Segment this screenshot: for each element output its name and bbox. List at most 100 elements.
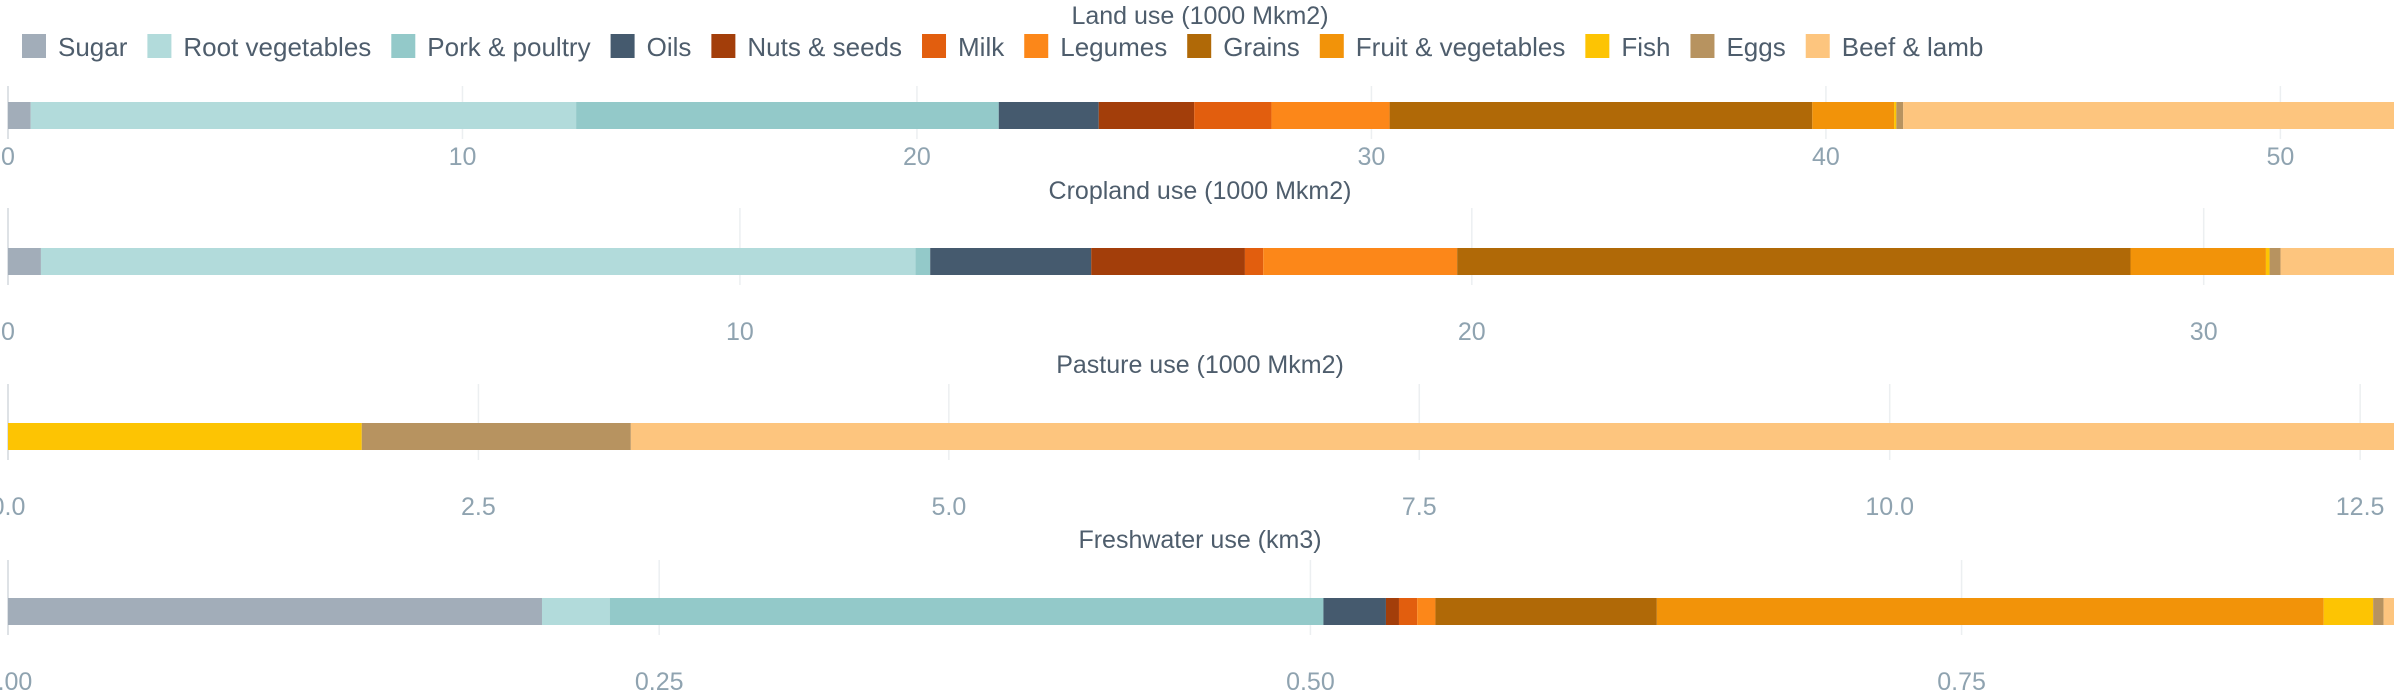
bar-segment-nuts-and-seeds[interactable]: Nuts & seeds: 2.1 — [1091, 248, 1245, 275]
bar-segment-pork-and-poultry[interactable]: Pork & poultry: 9.3 — [576, 102, 999, 129]
legend-swatch — [1187, 34, 1212, 58]
legend-swatch — [610, 34, 635, 58]
legend-swatch — [147, 34, 172, 58]
bar-segment-grains[interactable]: Grains: 9.2 — [1457, 248, 2131, 275]
bar-segment-root-vegetables[interactable]: Root vegetables: 0.026 — [541, 598, 610, 625]
panel-freshwater-use-km3: Freshwater use (km3) Sugar: 0.205Root veg… — [0, 526, 2394, 696]
legend-label: Milk — [958, 32, 1005, 62]
legend-label: Eggs — [1726, 32, 1785, 62]
bar-segment-grains[interactable]: Grains: 9.3 — [1389, 102, 1813, 129]
x-tick-label: 10 — [726, 318, 754, 346]
x-tick-label: 0.50 — [1286, 668, 1335, 696]
legend-swatch — [1805, 34, 1830, 58]
bar-segment-fruit-and-vegetables[interactable]: Fruit & vegetables: 0.256 — [1656, 598, 2324, 625]
legend-label: Pork & poultry — [427, 32, 590, 62]
bar-segment-sugar[interactable]: Sugar: 0.45 — [8, 248, 41, 275]
legend-item-root-vegetables[interactable]: Root vegetables — [147, 32, 371, 62]
bar-segment-eggs[interactable]: Eggs: 0.15 — [2269, 248, 2281, 275]
bar-segment-eggs[interactable]: Eggs: 0.004 — [2373, 598, 2384, 625]
bar-segment-fruit-and-vegetables[interactable]: Fruit & vegetables: 1.85 — [2130, 248, 2266, 275]
legend-item-pork-and-poultry[interactable]: Pork & poultry — [391, 32, 591, 62]
chart-title: Land use (1000 Mkm2) — [1071, 2, 1328, 30]
x-tick-label: 40 — [1812, 143, 1840, 171]
bar-segment-fish[interactable]: Fish: 0.019 — [2323, 598, 2374, 625]
bar-segment-beef-and-lamb[interactable]: Beef & lamb: 0.004 — [2383, 598, 2394, 625]
legend-swatch — [1024, 34, 1049, 58]
legend-item-sugar[interactable]: Sugar — [22, 32, 128, 62]
legend-item-fruit-and-vegetables[interactable]: Fruit & vegetables — [1319, 32, 1566, 62]
legend: Sugar Root vegetables Pork & poultry Oils Nu… — [22, 32, 1983, 62]
panel-cropland-use-1000-mkm2: Cropland use (1000 Mkm2) Sugar: 0.45Root … — [1, 177, 2394, 346]
legend-item-beef-and-lamb[interactable]: Beef & lamb — [1805, 32, 1984, 62]
legend-item-milk[interactable]: Milk — [922, 32, 1005, 62]
panel-pasture-use-1000-mkm2: Pasture use (1000 Mkm2) Fish: 1.88Eggs: 1… — [0, 351, 2394, 521]
x-tick-label: 0.0 — [0, 493, 25, 521]
legend-label: Beef & lamb — [1842, 32, 1984, 62]
bar-segment-milk[interactable]: Milk: 0.25 — [1244, 248, 1264, 275]
bar-segment-beef-and-lamb[interactable]: Beef & lamb: 1.6 — [2280, 248, 2394, 275]
legend-item-fish[interactable]: Fish — [1585, 32, 1670, 62]
legend-swatch — [1585, 34, 1610, 58]
bar-segment-oils[interactable]: Oils: 2.2 — [998, 102, 1099, 129]
bar-segment-fruit-and-vegetables[interactable]: Fruit & vegetables: 1.8 — [1812, 102, 1895, 129]
x-tick-label: 20 — [903, 143, 931, 171]
x-tick-label: 2.5 — [461, 493, 496, 521]
chart-title: Freshwater use (km3) — [1078, 526, 1321, 554]
legend-swatch — [391, 34, 416, 58]
x-tick-label: 0 — [1, 318, 15, 346]
x-tick-label: 0 — [1, 143, 15, 171]
legend-label: Fish — [1621, 32, 1670, 62]
bar-segment-beef-and-lamb[interactable]: Beef & lamb: 9.37 — [630, 423, 2394, 450]
legend-item-eggs[interactable]: Eggs — [1690, 32, 1786, 62]
bar-segment-grains[interactable]: Grains: 0.085 — [1435, 598, 1657, 625]
legend-label: Fruit & vegetables — [1356, 32, 1566, 62]
bar-segment-oils[interactable]: Oils: 2.2 — [930, 248, 1092, 275]
legend-swatch — [22, 34, 46, 58]
legend-swatch — [1319, 34, 1344, 58]
bar-segment-fish[interactable]: Fish: 1.88 — [8, 423, 362, 450]
x-tick-label: 12.5 — [2336, 493, 2385, 521]
x-tick-label: 0.25 — [635, 668, 684, 696]
bar-segment-root-vegetables[interactable]: Root vegetables: 12 — [30, 102, 577, 129]
bar-segment-fish[interactable]: Fish: 0.05 — [1894, 102, 1897, 129]
bar-segment-eggs[interactable]: Eggs: 1.43 — [361, 423, 631, 450]
legend-label: Grains — [1223, 32, 1300, 62]
bar-segment-root-vegetables[interactable]: Root vegetables: 11.95 — [40, 248, 916, 275]
x-tick-label: 0.00 — [0, 668, 32, 696]
bar-segment-oils[interactable]: Oils: 0.024 — [1323, 598, 1386, 625]
legend-swatch — [922, 34, 947, 58]
legend-swatch — [1690, 34, 1715, 58]
legend-item-nuts-and-seeds[interactable]: Nuts & seeds — [711, 32, 902, 62]
bar-segment-milk[interactable]: Milk: 1.7 — [1194, 102, 1272, 129]
chart-title: Cropland use (1000 Mkm2) — [1049, 177, 1352, 205]
bar-segment-fish[interactable]: Fish: 0.05 — [2265, 248, 2270, 275]
bar-segment-milk[interactable]: Milk: 0.007 — [1398, 598, 1418, 625]
bar-segment-sugar[interactable]: Sugar: 0.5 — [8, 102, 31, 129]
bar-segment-pork-and-poultry[interactable]: Pork & poultry: 0.274 — [609, 598, 1324, 625]
legend-label: Nuts & seeds — [747, 32, 902, 62]
legend-item-legumes[interactable]: Legumes — [1024, 32, 1167, 62]
legend-item-grains[interactable]: Grains — [1187, 32, 1300, 62]
legend-item-oils[interactable]: Oils — [610, 32, 692, 62]
bar-segment-eggs[interactable]: Eggs: 0.15 — [1896, 102, 1904, 129]
bar-segment-nuts-and-seeds[interactable]: Nuts & seeds: 2.1 — [1098, 102, 1195, 129]
bar-segment-nuts-and-seeds[interactable]: Nuts & seeds: 0.005 — [1385, 598, 1399, 625]
x-tick-label: 10 — [449, 143, 477, 171]
bar-segment-legumes[interactable]: Legumes: 2.65 — [1263, 248, 1458, 275]
x-tick-label: 20 — [1458, 318, 1486, 346]
x-tick-label: 50 — [2266, 143, 2294, 171]
legend-label: Legumes — [1060, 32, 1167, 62]
x-tick-label: 30 — [2190, 318, 2218, 346]
x-tick-label: 7.5 — [1402, 493, 1437, 521]
legend-label: Oils — [647, 32, 692, 62]
bar-segment-beef-and-lamb[interactable]: Beef & lamb: 10.8 — [1903, 102, 2394, 129]
x-tick-label: 30 — [1358, 143, 1386, 171]
bar-segment-sugar[interactable]: Sugar: 0.205 — [8, 598, 542, 625]
x-tick-label: 0.75 — [1937, 668, 1986, 696]
bar-segment-legumes[interactable]: Legumes: 2.6 — [1271, 102, 1390, 129]
bar-segment-legumes[interactable]: Legumes: 0.007 — [1417, 598, 1436, 625]
x-tick-label: 5.0 — [931, 493, 966, 521]
bar-segment-pork-and-poultry[interactable]: Pork & poultry: 0.2 — [915, 248, 931, 275]
